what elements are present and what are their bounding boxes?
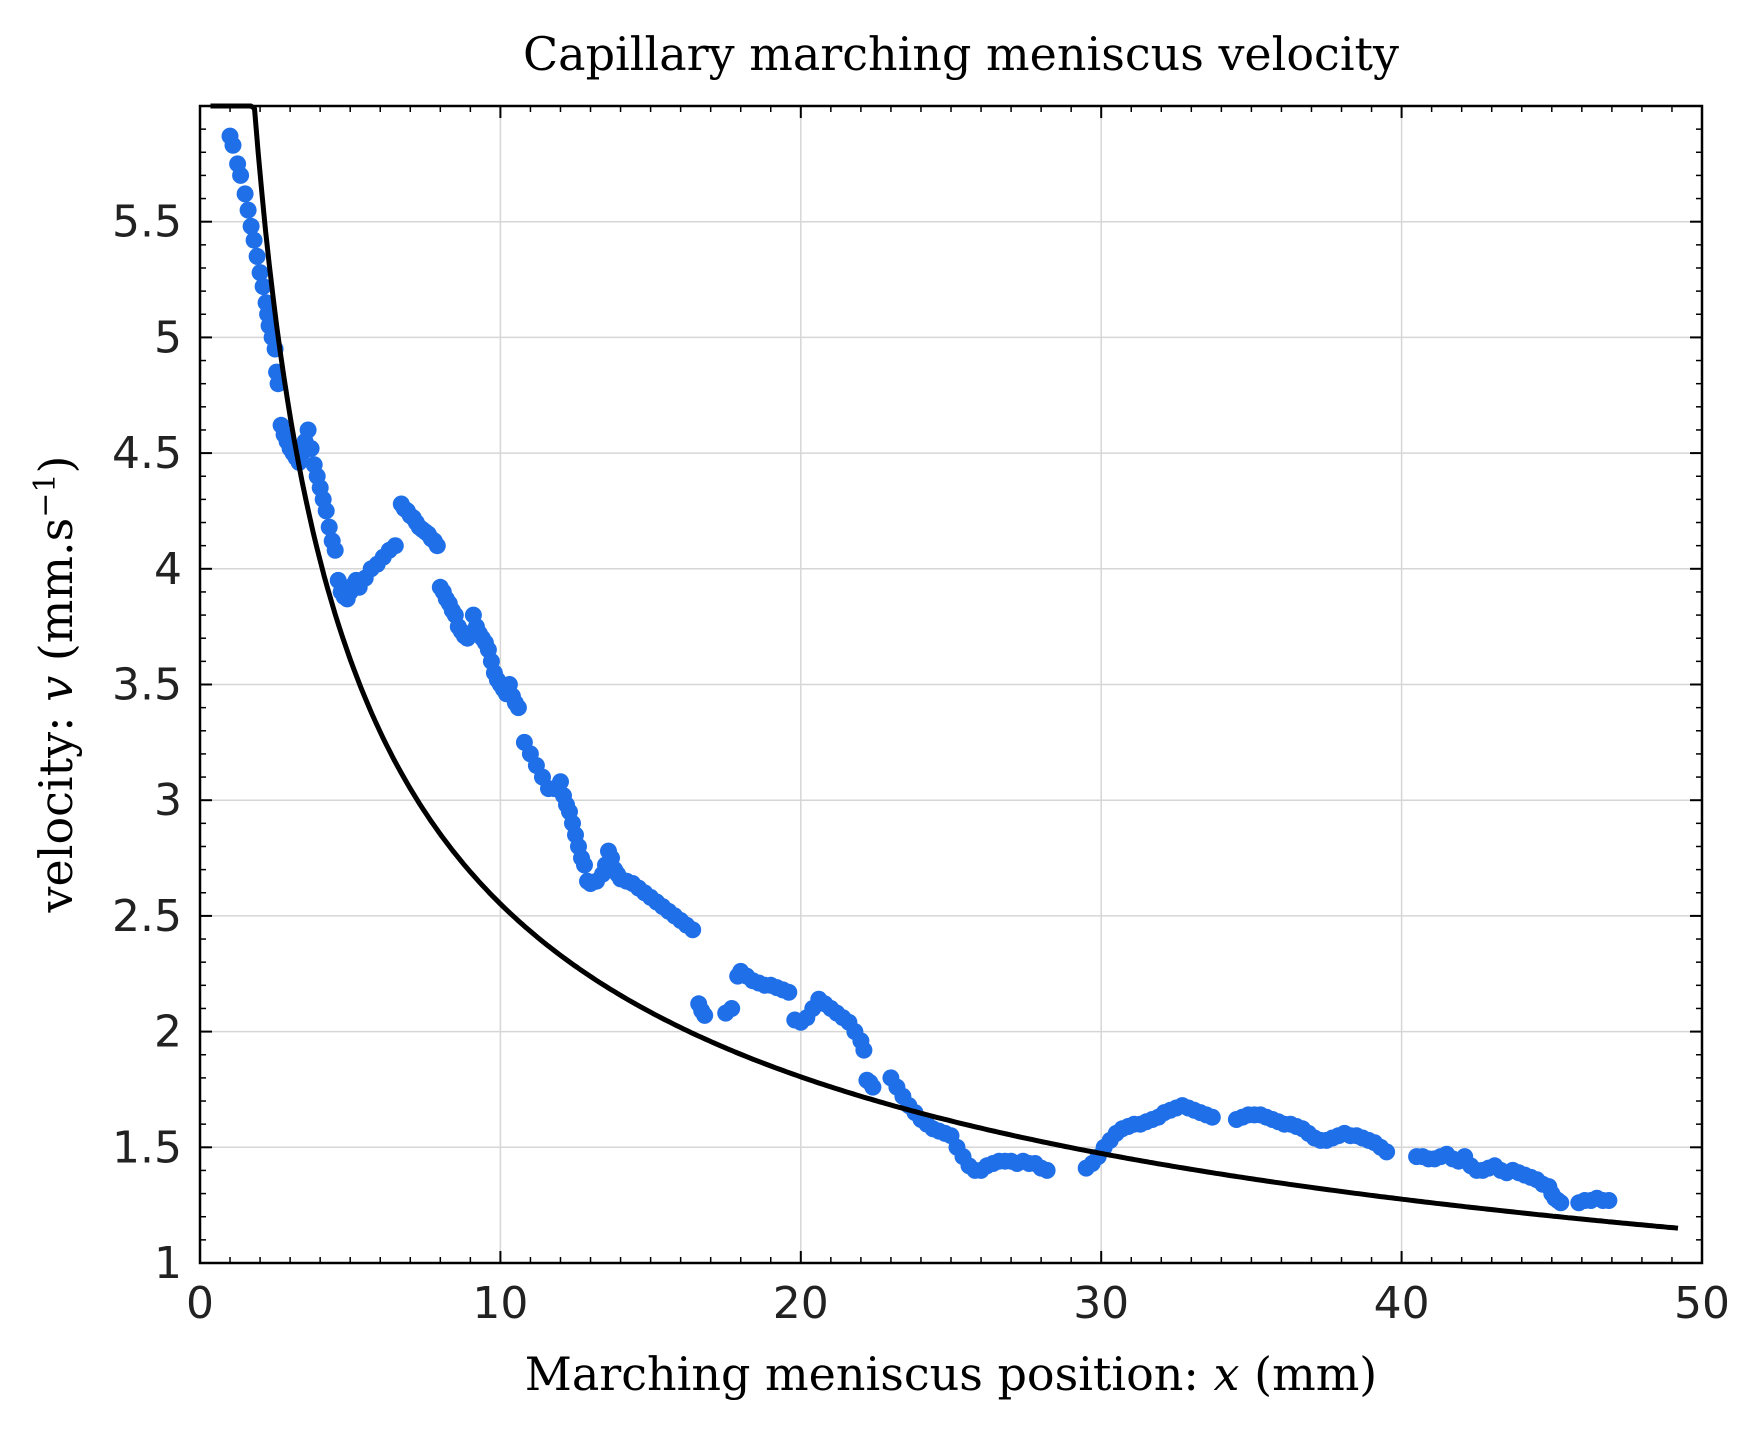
scatter-point (320, 518, 338, 536)
fit-line (210, 103, 1679, 1231)
y-axis-label-prefix: velocity: (29, 702, 83, 914)
scatter-point (299, 421, 317, 439)
scatter-series-measured (221, 127, 1618, 1212)
y-tick-label: 5 (154, 312, 182, 363)
scatter-point (696, 1006, 714, 1024)
x-tick-label: 0 (186, 1278, 214, 1329)
y-tick-label: 1 (154, 1238, 182, 1289)
scatter-point (386, 537, 404, 555)
y-tick-label: 3.5 (112, 660, 182, 711)
scatter-point (1038, 1161, 1056, 1179)
scatter-point (242, 217, 260, 235)
scatter-point (302, 440, 320, 457)
scatter-point (576, 856, 593, 874)
y-tick-label: 4.5 (112, 428, 182, 479)
y-axis-label-superscript: −1 (28, 473, 63, 517)
y-tick-label: 2 (154, 1007, 182, 1058)
scatter-point (232, 166, 250, 184)
scatter-point (326, 541, 344, 559)
y-axis-label-unit-close: ) (29, 456, 83, 474)
scatter-point (1552, 1194, 1570, 1212)
scatter-point (236, 185, 254, 203)
y-tick-label: 3 (154, 775, 182, 826)
scatter-point (723, 1000, 741, 1017)
scatter-point (317, 502, 335, 520)
scatter-point (855, 1041, 873, 1059)
scatter-point (1378, 1143, 1396, 1161)
x-tick-label: 30 (1073, 1278, 1129, 1329)
y-tick-label: 5.5 (112, 197, 182, 248)
scatter-point (224, 136, 242, 154)
scatter-point (239, 201, 257, 219)
y-tick-label: 1.5 (112, 1122, 182, 1173)
scatter-point (552, 773, 569, 791)
fit-series (210, 103, 1679, 1231)
scatter-point (248, 247, 266, 265)
x-axis-label: Marching meniscus position: x (mm) (525, 1347, 1378, 1401)
axes-frame (198, 104, 1704, 1265)
y-tick-label: 4 (154, 544, 182, 595)
x-axis-label-prefix: Marching meniscus position: (525, 1347, 1214, 1401)
x-tick-labels: 0 10 20 30 40 50 (186, 1278, 1730, 1329)
scatter-point (684, 921, 702, 939)
scatter-point (509, 699, 527, 717)
scatter-point (1203, 1108, 1221, 1126)
x-axis-label-variable: x (1214, 1347, 1240, 1401)
x-tick-label: 40 (1374, 1278, 1430, 1329)
y-axis-label-variable: v (29, 676, 83, 702)
y-axis-label-unit-open: (mm.s (29, 518, 83, 676)
scatter-point (428, 537, 446, 555)
grid (200, 106, 1702, 1263)
chart-title: Capillary marching meniscus velocity (523, 27, 1399, 81)
x-tick-label: 50 (1674, 1278, 1730, 1329)
x-tick-label: 10 (472, 1278, 528, 1329)
scatter-point (780, 983, 798, 1001)
scatter-point (251, 264, 269, 282)
x-tick-label: 20 (773, 1278, 829, 1329)
y-tick-labels: 1 1.5 2 2.5 3 3.5 4 4.5 5 5.5 (112, 197, 182, 1289)
y-axis-label: velocity: v (mm.s−1) (28, 456, 84, 914)
scatter-point (864, 1078, 882, 1096)
x-axis-label-unit: (mm) (1240, 1347, 1378, 1401)
scatter-point (1600, 1192, 1618, 1209)
scatter-point (254, 278, 272, 295)
scatter-point (245, 231, 263, 249)
y-tick-label: 2.5 (112, 891, 182, 942)
